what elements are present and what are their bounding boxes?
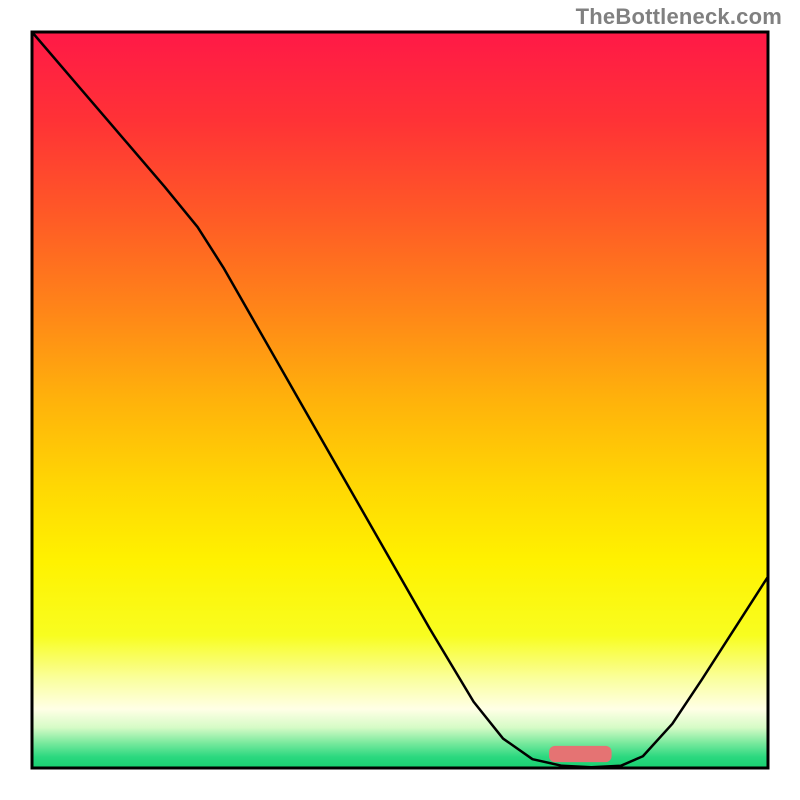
watermark-text: TheBottleneck.com	[576, 4, 782, 30]
chart-svg	[0, 0, 800, 800]
plot-background	[32, 32, 768, 768]
chart-container: { "watermark": { "text": "TheBottleneck.…	[0, 0, 800, 800]
optimal-range-marker	[549, 746, 612, 762]
